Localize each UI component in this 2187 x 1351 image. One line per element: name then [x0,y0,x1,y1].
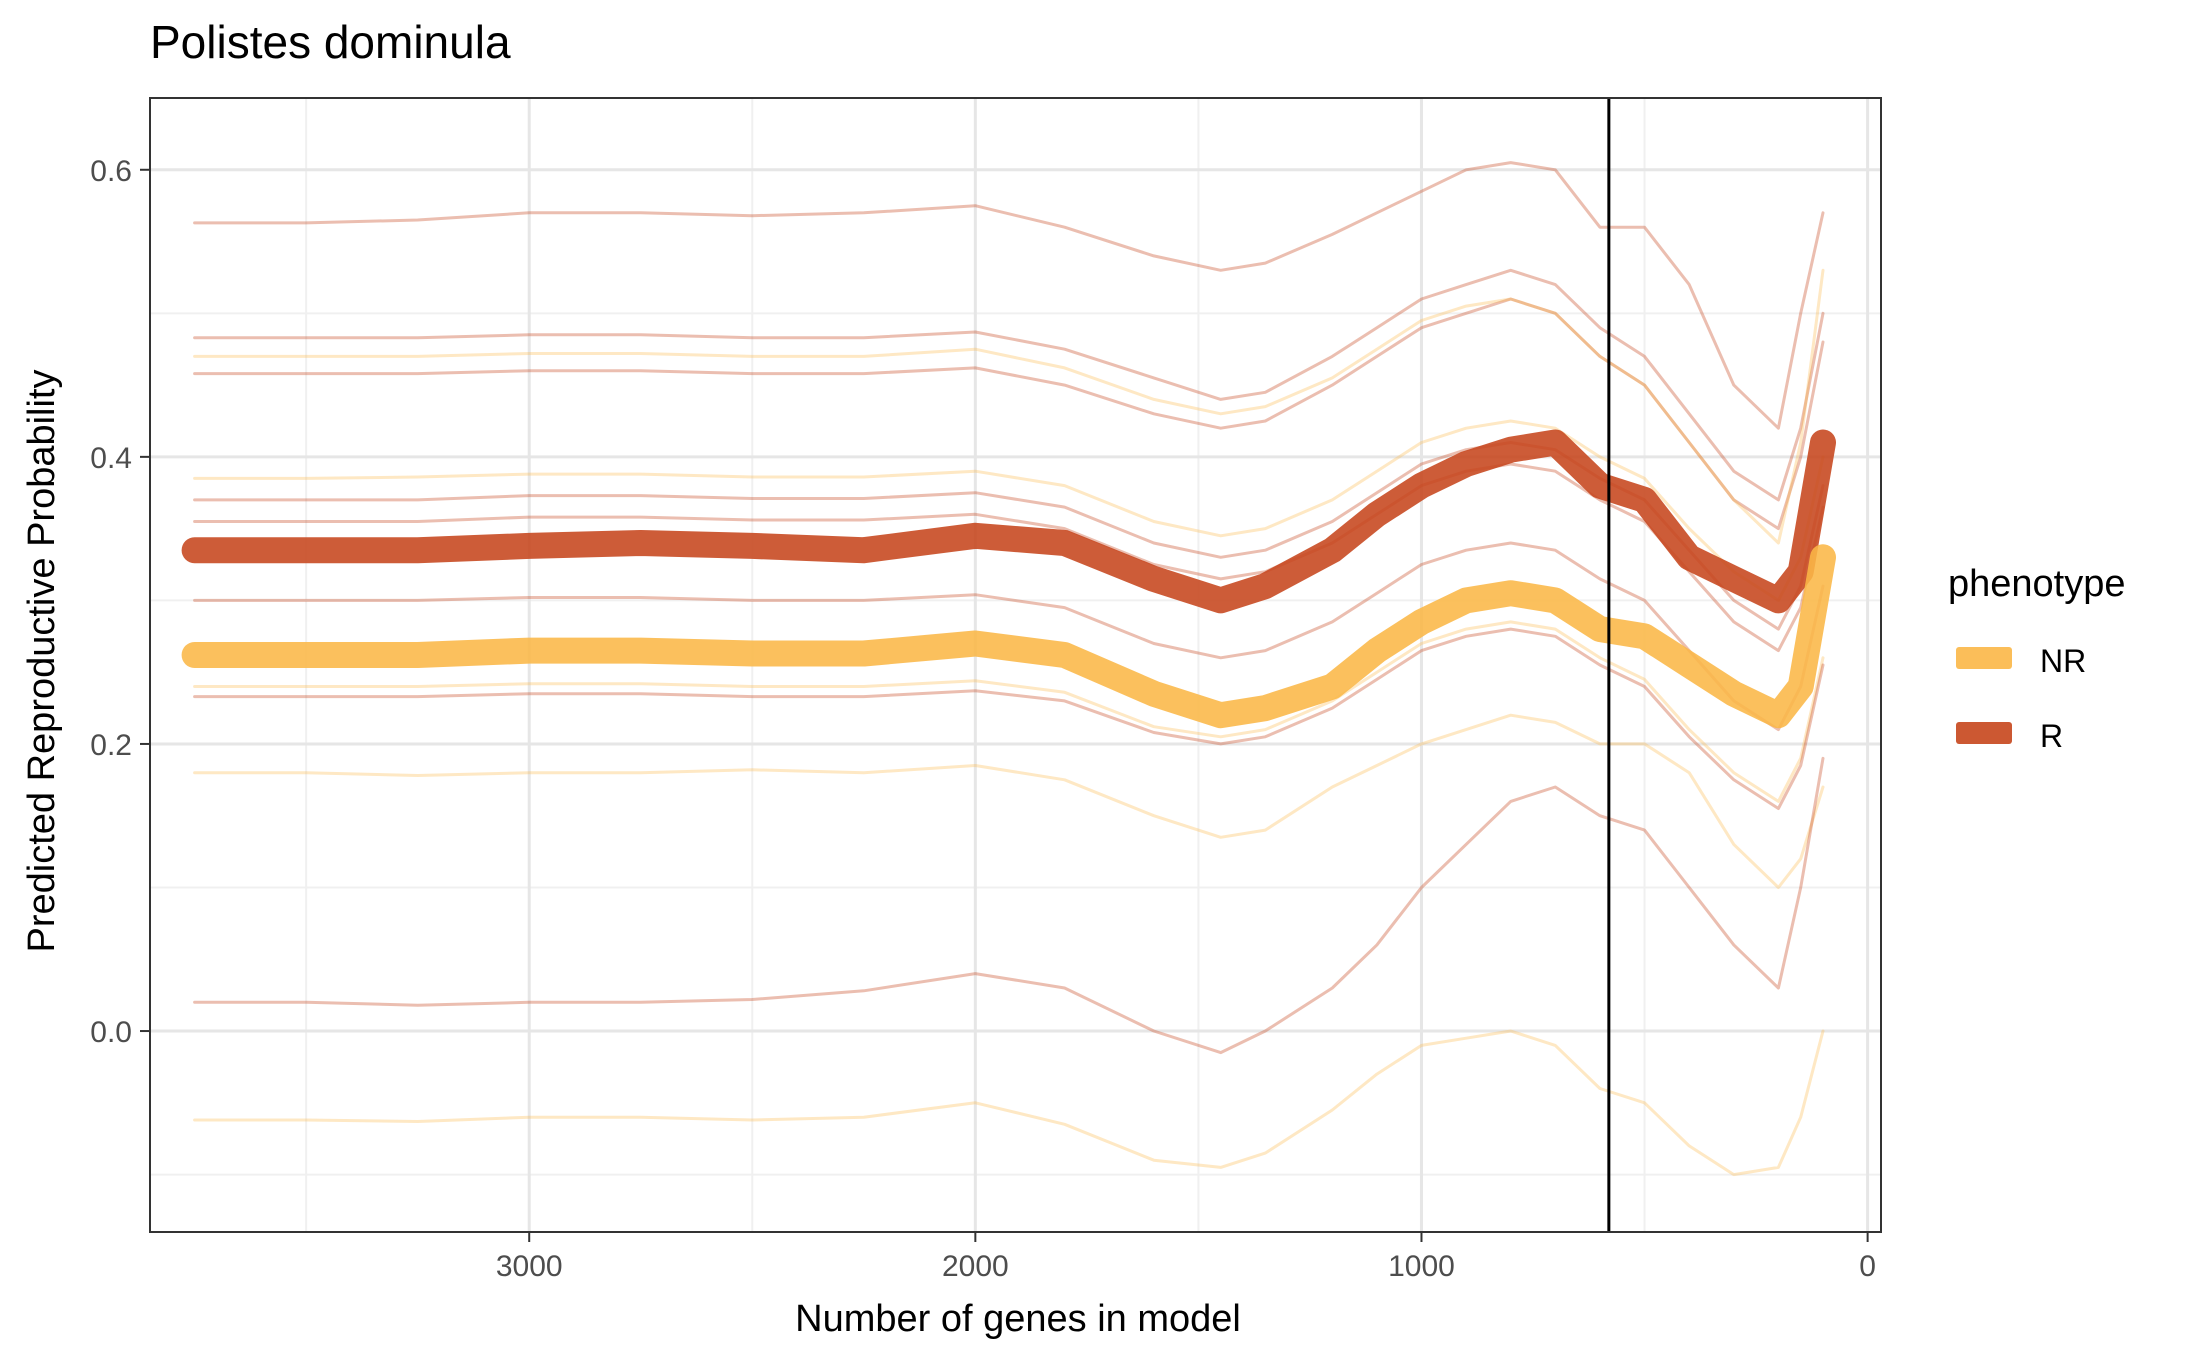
y-axis-ticks: 0.0 0.2 0.4 0.6 [90,155,150,1049]
individual-line-nr-5 [193,268,1825,545]
individual-line-r-13 [193,756,1825,1055]
legend-label-nr: NR [2040,643,2086,679]
mean-line-r-0 [181,429,1836,614]
individual-lines [193,161,1825,1177]
legend-entry-r: R [1956,718,2063,754]
mean-line-nr-1 [181,544,1836,729]
legend-key-r [1956,722,2012,744]
individual-line-nr-10 [193,620,1825,803]
individual-line-nr-12 [193,713,1825,889]
grid-major [150,98,1881,1232]
individual-line-nr-6 [193,419,1825,602]
legend-key-nr [1956,647,2012,669]
y-tick-label: 0.2 [90,729,132,762]
x-tick-label: 1000 [1388,1250,1455,1283]
panel-border [149,97,1882,1233]
x-axis-label: Number of genes in model [795,1298,1241,1340]
individual-line-nr-14 [193,1029,1825,1177]
x-axis-ticks: 3000 2000 1000 0 [496,1232,1876,1283]
y-tick-label: 0.0 [90,1016,132,1049]
legend: phenotype NR R [1948,563,2126,754]
y-axis-label: Predicted Reproductive Probability [21,370,63,953]
x-tick-label: 3000 [496,1250,563,1283]
x-tick-label: 0 [1859,1250,1876,1283]
individual-line-r-11 [193,627,1825,810]
chart-title: Polistes dominula [150,16,511,68]
y-tick-label: 0.4 [90,442,132,475]
legend-title: phenotype [1948,563,2126,605]
legend-label-r: R [2040,718,2063,754]
individual-line-r-3 [193,268,1825,502]
individual-line-r-2 [193,161,1825,430]
y-tick-label: 0.6 [90,155,132,188]
grid-minor [150,98,1881,1232]
x-tick-label: 2000 [942,1250,1009,1283]
legend-entry-nr: NR [1956,643,2086,679]
individual-line-r-4 [193,297,1825,531]
mean-lines [181,429,1836,729]
